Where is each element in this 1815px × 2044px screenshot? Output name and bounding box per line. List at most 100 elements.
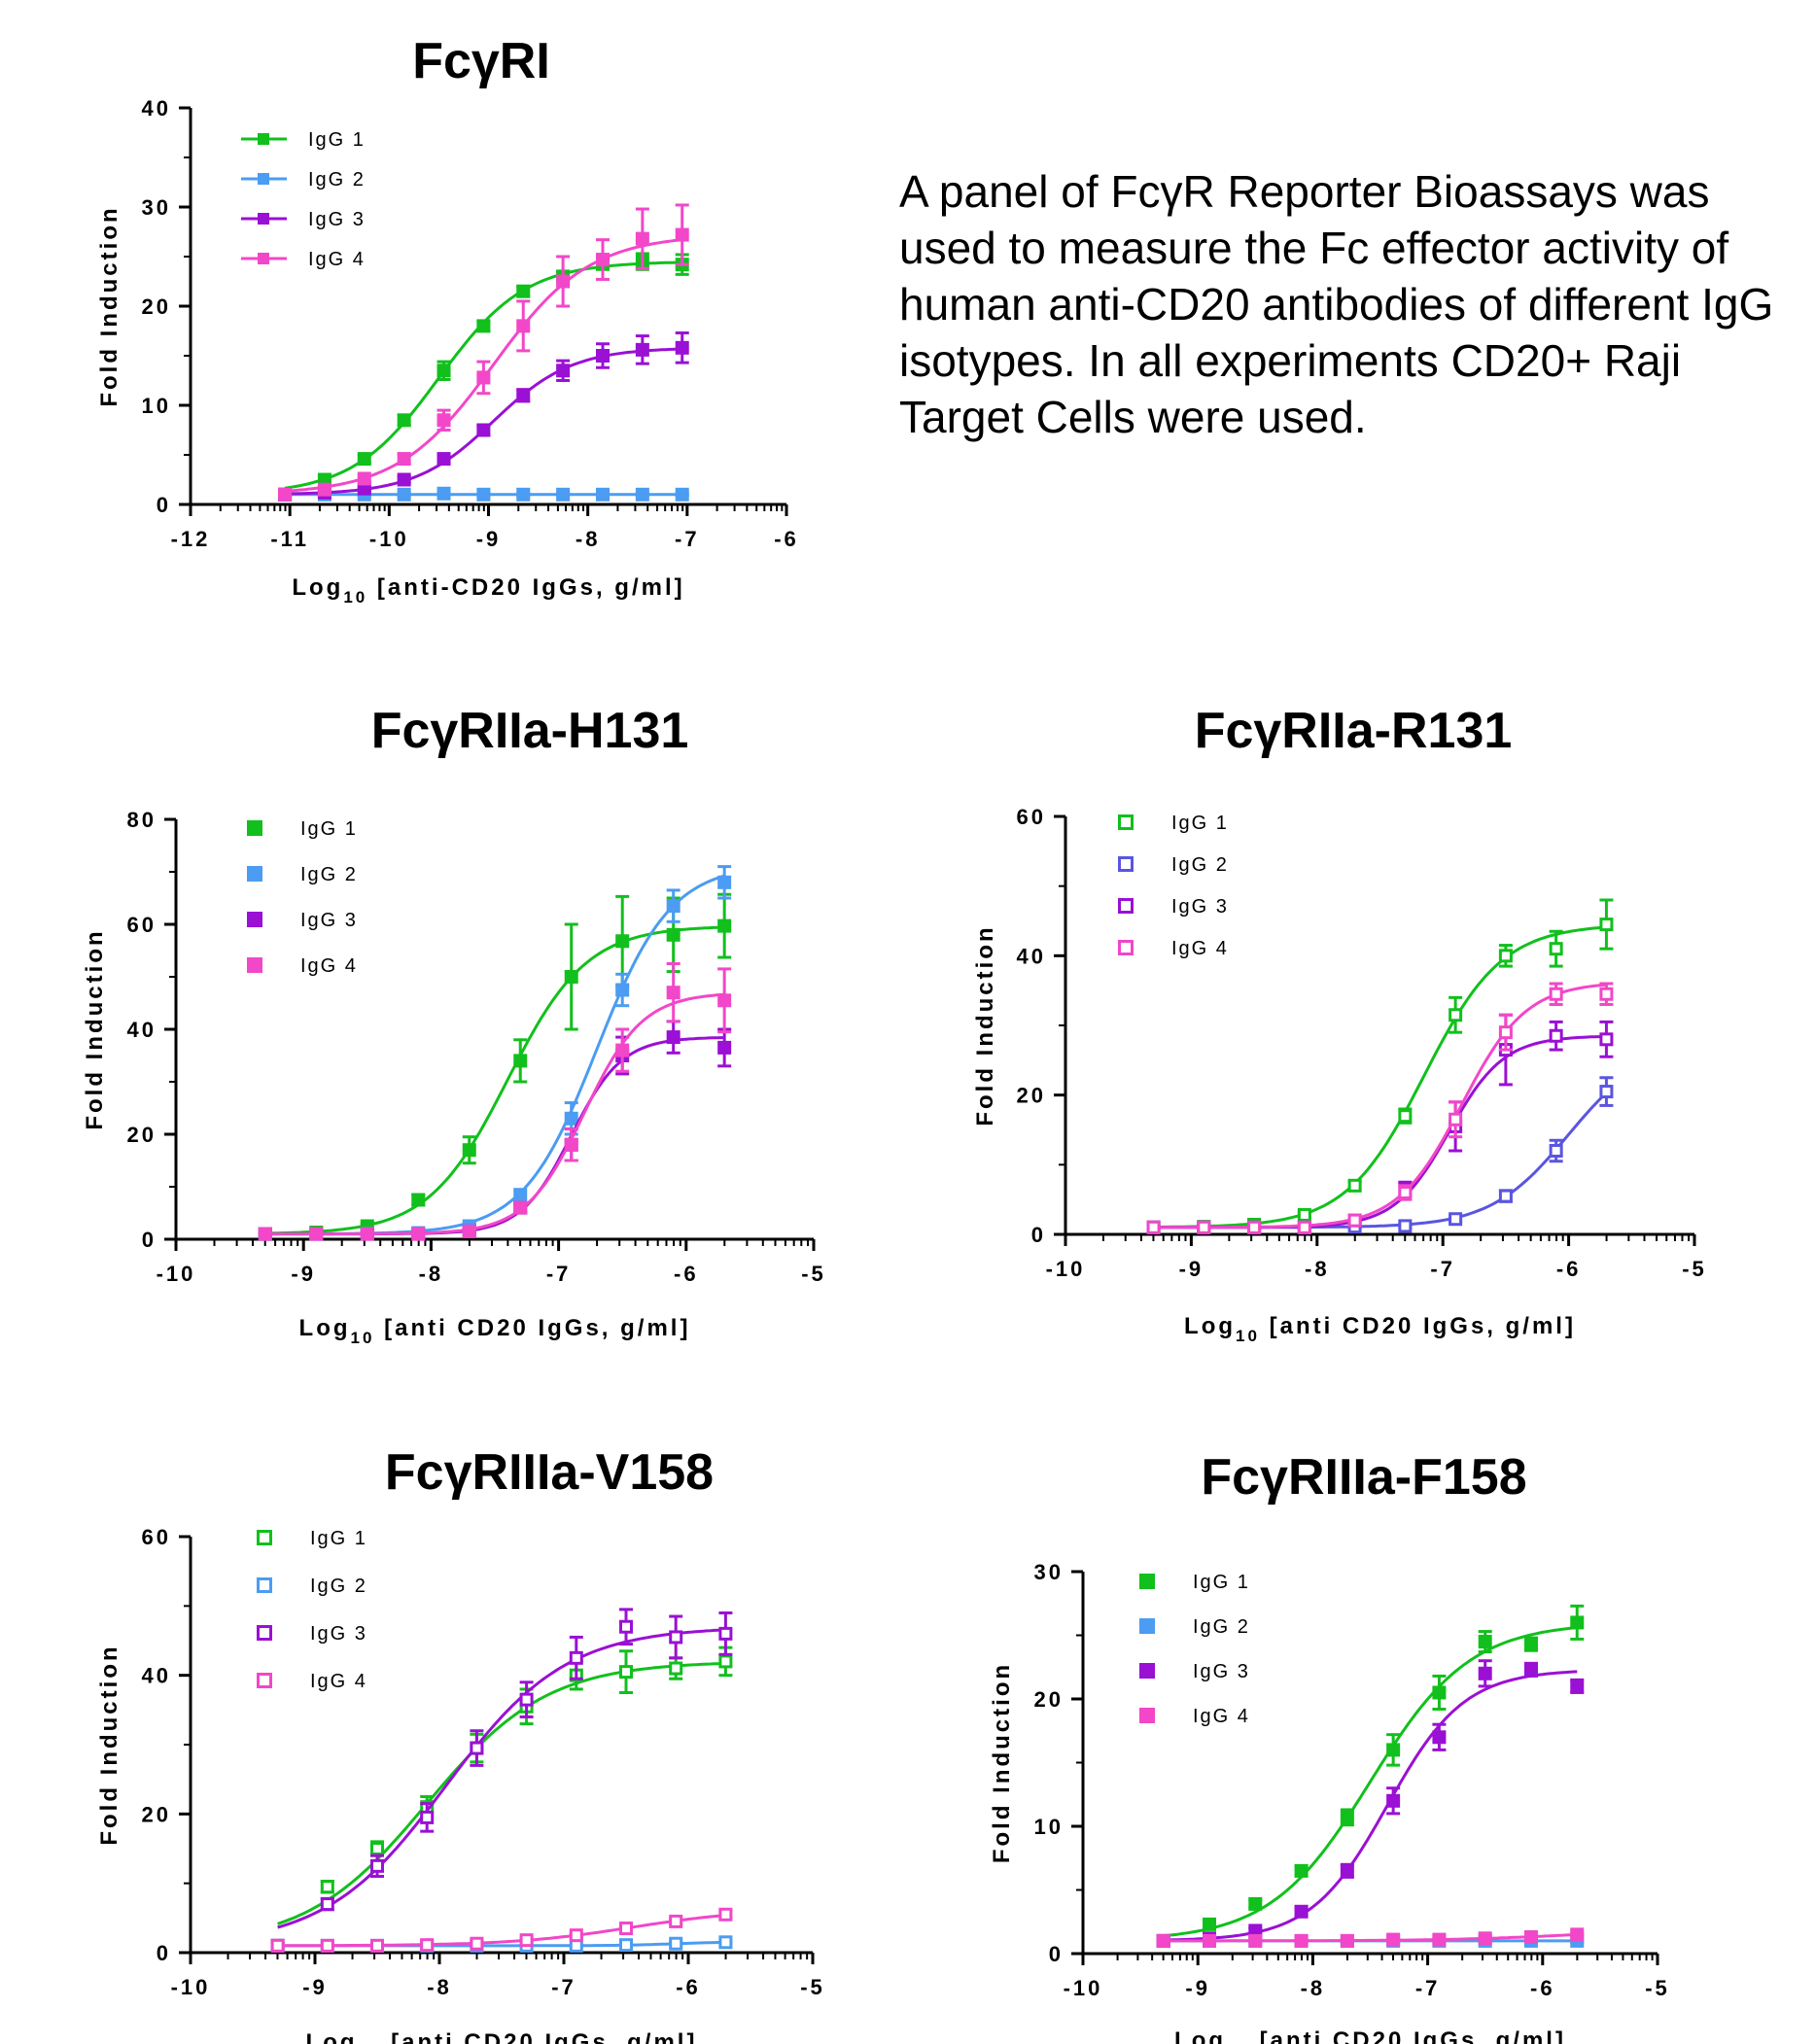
data-point	[1549, 942, 1563, 956]
data-point	[675, 340, 689, 355]
series-igg-4	[1146, 982, 1614, 1234]
data-point	[619, 1938, 633, 1953]
x-tick-label: -10	[171, 1975, 211, 1999]
legend-swatch	[257, 1530, 272, 1545]
data-point	[1398, 1109, 1413, 1124]
data-point	[615, 983, 630, 997]
x-tick-label: -5	[801, 1262, 826, 1286]
x-tick-label: -9	[476, 527, 502, 551]
legend-label: IgG 2	[1171, 854, 1229, 876]
data-point	[1347, 1178, 1362, 1193]
fit-curve	[277, 1628, 726, 1929]
fit-curve	[264, 992, 725, 1236]
legend-label: IgG 4	[1193, 1706, 1250, 1727]
data-point	[675, 227, 689, 242]
data-point	[1297, 1207, 1311, 1222]
y-tick-label: 40	[142, 1664, 171, 1688]
y-tick-label: 60	[1017, 805, 1046, 829]
series-igg-3	[258, 1020, 732, 1241]
data-point	[619, 1665, 633, 1680]
y-tick-label: 20	[1034, 1687, 1064, 1712]
data-point	[1247, 1220, 1262, 1234]
x-tick-label: -6	[774, 527, 799, 551]
x-tick-label: -12	[171, 527, 211, 551]
legend-swatch	[257, 1577, 272, 1593]
y-tick-label: 40	[142, 96, 171, 121]
y-tick-label: 20	[142, 294, 171, 319]
data-point	[357, 471, 371, 486]
data-point	[1248, 1896, 1263, 1911]
data-point	[564, 1111, 578, 1126]
data-point	[1478, 1666, 1492, 1680]
x-tick-label: -7	[1415, 1976, 1441, 2000]
series-igg-2	[270, 1935, 733, 1953]
legend-label: IgG 3	[310, 1623, 367, 1645]
legend: IgG 1 IgG 2 IgG 3 IgG 4	[247, 818, 358, 977]
legend-swatch	[247, 957, 262, 973]
fit-curve	[1153, 1034, 1607, 1230]
fit-curve	[1163, 1932, 1578, 1943]
data-point	[669, 1936, 683, 1951]
legend-label: IgG 1	[300, 818, 358, 840]
series-igg-4	[270, 1907, 733, 1953]
legend-label: IgG 1	[310, 1528, 367, 1549]
data-point	[1498, 949, 1513, 963]
data-point	[320, 1880, 334, 1894]
legend: IgG 1 IgG 2 IgG 3 IgG 4	[1118, 813, 1229, 959]
legend-swatch	[258, 213, 269, 225]
data-point	[476, 487, 491, 502]
data-point	[619, 1619, 633, 1634]
data-point	[360, 1227, 374, 1241]
x-tick-label: -6	[674, 1262, 699, 1286]
data-point	[411, 1193, 426, 1207]
y-tick-label: 20	[127, 1123, 157, 1147]
data-point	[357, 452, 371, 467]
chart-title: FcγRIIIa-V158	[385, 1444, 714, 1501]
data-point	[516, 487, 531, 502]
data-point	[1570, 1927, 1585, 1942]
data-point	[717, 1040, 732, 1055]
data-point	[1432, 1685, 1447, 1700]
data-point	[1449, 1112, 1463, 1126]
data-point	[1498, 1025, 1513, 1040]
data-point	[1294, 1933, 1309, 1948]
data-point	[476, 319, 491, 333]
legend-label: IgG 1	[308, 129, 366, 151]
data-point	[556, 364, 571, 378]
legend-label: IgG 1	[1171, 813, 1229, 834]
data-point	[1432, 1730, 1447, 1745]
panel-fc-riiia-f158: FcγRIIIa-F158 0 10 20 30 -10 -9 -8 -7 -6 -5 Fold In…	[989, 1449, 1667, 2044]
y-tick-label: 80	[127, 808, 157, 832]
data-point	[635, 487, 649, 502]
data-point	[476, 423, 491, 437]
data-point	[278, 487, 293, 502]
series-igg-3	[278, 331, 689, 502]
legend-swatch	[1139, 1708, 1155, 1723]
chart-title: FcγRIIIa-F158	[1201, 1449, 1526, 1506]
series-igg-1	[270, 1646, 733, 1953]
x-axis-title: Log10 [anti-CD20 IgGs, g/ml]	[292, 574, 684, 606]
data-point	[666, 899, 681, 914]
data-point	[258, 1227, 272, 1241]
y-tick-label: 30	[1034, 1560, 1064, 1584]
data-point	[1203, 1917, 1217, 1931]
data-point	[1432, 1932, 1447, 1947]
data-point	[669, 1630, 683, 1645]
data-point	[635, 231, 649, 246]
fit-curve	[1163, 1670, 1578, 1942]
data-point	[718, 1626, 733, 1641]
y-tick-label: 10	[1034, 1815, 1064, 1839]
fit-curve	[277, 1914, 726, 1948]
fit-curve	[264, 925, 725, 1235]
x-tick-label: -6	[1556, 1257, 1582, 1281]
data-point	[1570, 1615, 1585, 1630]
legend-swatch	[1118, 940, 1134, 955]
data-point	[1549, 987, 1563, 1001]
data-point	[513, 1200, 528, 1215]
data-point	[595, 487, 610, 502]
legend-swatch	[257, 1625, 272, 1641]
data-point	[564, 970, 578, 984]
data-point	[675, 487, 689, 502]
data-point	[1340, 1810, 1354, 1824]
